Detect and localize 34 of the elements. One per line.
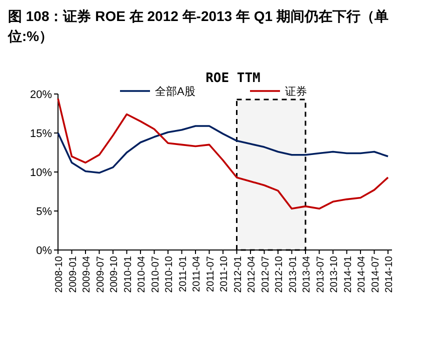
x-tick-label: 2013-01 (288, 256, 299, 293)
x-tick-label: 2010-07 (150, 256, 162, 293)
x-tick-label: 2014-01 (342, 256, 354, 293)
x-tick-label: 2010-01 (122, 256, 134, 293)
y-tick-label: 0% (36, 245, 52, 257)
x-tick-label: 2012-04 (246, 256, 258, 293)
x-tick-label: 2009-04 (82, 256, 92, 293)
legend-label: 全部A股 (155, 85, 196, 98)
x-tick-label: 2010-04 (136, 256, 148, 293)
x-tick-label: 2012-10 (274, 256, 285, 293)
x-tick-label: 2009-10 (109, 256, 120, 293)
x-tick-label: 2011-10 (219, 256, 230, 292)
chart-title: 图 108：证券 ROE 在 2012 年-2013 年 Q1 期间仍在下行（单位:%） (8, 7, 390, 46)
x-tick-label: 2008-10 (54, 256, 65, 293)
y-tick-label: 15% (30, 128, 52, 140)
x-tick-label: 2012-07 (260, 256, 272, 293)
x-tick-label: 2009-07 (95, 256, 106, 293)
x-tick-label: 2014-07 (370, 256, 382, 293)
x-tick-label: 2011-04 (192, 256, 202, 292)
x-tick-label: 2009-01 (68, 256, 79, 293)
y-tick-label: 5% (36, 206, 52, 218)
x-tick-label: 2014-10 (384, 256, 395, 293)
x-tick-label: 2010-10 (164, 256, 175, 293)
x-tick-label: 2011-01 (178, 256, 189, 292)
x-tick-label: 2013-04 (302, 256, 312, 293)
y-tick-label: 20% (30, 89, 52, 101)
x-tick-label: 2013-07 (315, 256, 326, 293)
x-tick-label: 2012-01 (232, 256, 244, 293)
legend-label: 证券 (285, 85, 307, 98)
x-tick-label: 2013-10 (329, 256, 340, 293)
chart-subtitle: ROE TTM (206, 71, 261, 86)
x-tick-label: 2011-07 (205, 256, 216, 292)
x-tick-label: 2014-04 (356, 256, 368, 293)
y-tick-label: 10% (30, 167, 52, 179)
